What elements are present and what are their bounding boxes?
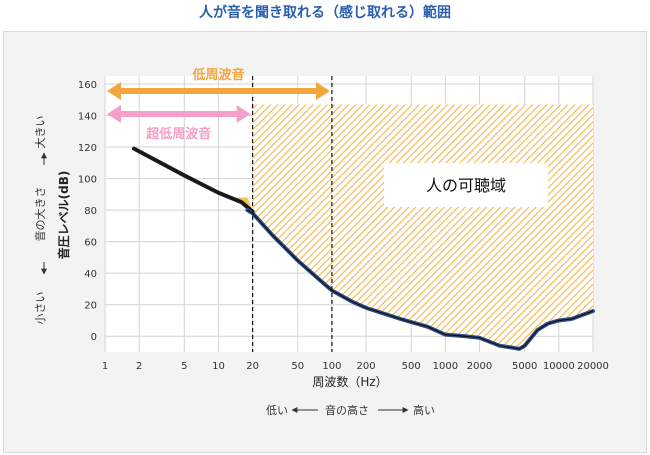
- y-tick-label: 120: [78, 143, 97, 154]
- y-tick-label: 60: [84, 238, 97, 249]
- x-tick-label: 2: [136, 361, 142, 372]
- threshold-curve-infrasound: [131, 146, 255, 214]
- y-tick-label: 0: [91, 332, 97, 343]
- chart-heading: 人が音を聞き取れる（感じ取れる）範囲: [199, 5, 451, 21]
- band-infrasound-arrow: [107, 105, 251, 123]
- x-tick-label: 1: [102, 361, 108, 372]
- y-tick-label: 100: [78, 175, 97, 186]
- threshold-curves: [131, 146, 595, 351]
- y-tick-label: 20: [84, 301, 97, 312]
- y-side-bottom: 小さい: [34, 292, 47, 325]
- y-axis-label: 音圧レベル(dB): [56, 171, 71, 260]
- x-tick-label: 500: [402, 361, 421, 372]
- y-tick-label: 80: [84, 206, 97, 217]
- x-under-right: 高い: [413, 403, 435, 417]
- region-label-box: [384, 163, 548, 207]
- x-tick-label: 10: [212, 361, 225, 372]
- y-ticks: 0 20 40 60 80 100 120 140 160: [78, 80, 97, 343]
- y-tick-label: 140: [78, 112, 97, 123]
- band-infrasound-label: 超低周波音: [146, 126, 211, 142]
- x-tick-label: 20000: [577, 361, 609, 372]
- threshold-curve-audible-outline: [247, 209, 594, 350]
- frequency-dividers: [252, 76, 333, 352]
- band-low-frequency-label: 低周波音: [191, 67, 244, 83]
- x-tick-label: 100: [322, 361, 341, 372]
- y-side-top: 大きい: [33, 116, 47, 149]
- x-under-left: 低い: [266, 404, 288, 417]
- x-tick-label: 1000: [433, 361, 458, 372]
- x-tick-label: 5000: [512, 361, 537, 372]
- y-tick-label: 160: [78, 80, 97, 91]
- x-under-middle: 音の高さ: [325, 403, 369, 417]
- region-label: 人の可聴域: [426, 176, 506, 195]
- x-tick-label: 2000: [467, 361, 492, 372]
- x-axis-label: 周波数（Hz）: [312, 374, 387, 389]
- x-tick-label: 200: [357, 361, 376, 372]
- x-tick-label: 50: [291, 361, 304, 372]
- x-tick-label: 10000: [543, 361, 575, 372]
- y-tick-label: 40: [84, 269, 97, 280]
- x-tick-label: 20: [246, 361, 259, 372]
- x-ticks: 1 2 5 10 20 50 100 200 500 1000 2000 5000 10000 20000: [102, 361, 609, 372]
- band-low-frequency-arrow: [107, 82, 330, 100]
- orange-wedge: [235, 197, 253, 211]
- x-tick-label: 5: [181, 361, 187, 372]
- y-side-middle: 音の大きさ: [33, 187, 47, 242]
